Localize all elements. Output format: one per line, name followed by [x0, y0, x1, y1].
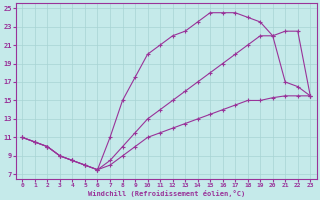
X-axis label: Windchill (Refroidissement éolien,°C): Windchill (Refroidissement éolien,°C): [88, 190, 245, 197]
